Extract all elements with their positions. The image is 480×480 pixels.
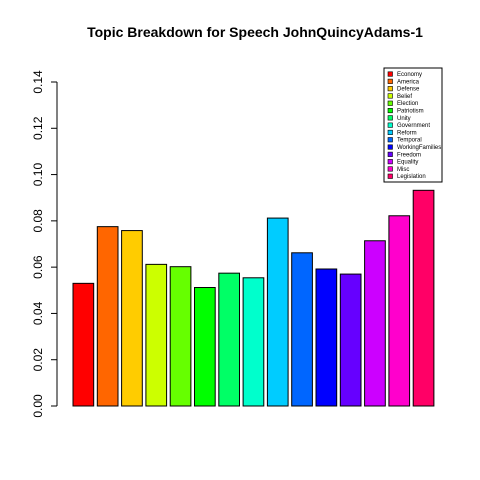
bar-patriotism <box>194 287 216 407</box>
legend-swatch <box>387 108 393 114</box>
bar-election <box>169 266 192 407</box>
legend-label: America <box>397 79 420 85</box>
legend-label: Economy <box>397 72 422 78</box>
bar-freedom <box>339 273 362 407</box>
bar-workingfamilies <box>315 268 338 407</box>
bar-equality <box>364 240 386 407</box>
bar-government <box>242 277 265 407</box>
legend-swatch <box>387 144 393 150</box>
legend-label: Defense <box>397 87 420 93</box>
legend-label: Government <box>397 123 430 129</box>
legend-swatch <box>387 86 393 92</box>
legend-swatch <box>387 151 393 157</box>
bars <box>72 189 435 407</box>
bar-defense <box>121 230 143 407</box>
legend-swatch <box>387 159 393 165</box>
legend-swatch <box>387 100 393 106</box>
bar-economy <box>72 282 95 407</box>
bar-unity <box>218 272 241 407</box>
y-tick-label: 0.00 <box>31 394 45 418</box>
bar-misc <box>388 215 411 407</box>
y-tick-label: 0.14 <box>31 70 45 94</box>
legend-swatch <box>387 122 393 128</box>
legend-label: Unity <box>397 116 411 122</box>
bar-temporal <box>291 252 313 407</box>
legend-swatch <box>387 71 393 77</box>
bar-belief <box>145 263 168 407</box>
y-tick-label: 0.02 <box>31 348 45 372</box>
legend-label: Reform <box>397 130 417 136</box>
legend-swatch <box>387 78 393 84</box>
legend-label: Patriotism <box>397 109 424 115</box>
legend-swatch <box>387 173 393 179</box>
y-tick-label: 0.06 <box>31 255 45 279</box>
y-tick-label: 0.08 <box>31 209 45 233</box>
y-tick-label: 0.10 <box>31 163 45 187</box>
legend-swatch <box>387 137 393 143</box>
legend-swatch <box>387 93 393 99</box>
legend-swatch <box>387 166 393 172</box>
legend-label: Misc <box>397 167 409 173</box>
y-tick-label: 0.12 <box>31 116 45 140</box>
legend-label: Legislation <box>397 174 426 180</box>
legend-label: Equality <box>397 160 418 166</box>
legend-label: Freedom <box>397 152 421 158</box>
bar-legislation <box>412 189 435 407</box>
legend-swatch <box>387 115 393 121</box>
legend-label: Belief <box>397 94 412 100</box>
chart-title: Topic Breakdown for Speech JohnQuincyAda… <box>87 24 423 40</box>
legend-label: Temporal <box>397 138 422 144</box>
legend-label: Election <box>397 101 418 107</box>
legend-label: WorkingFamilies <box>397 145 441 151</box>
bar-america <box>96 226 119 407</box>
legend-swatch <box>387 129 393 135</box>
y-tick-label: 0.04 <box>31 301 45 325</box>
y-axis: 0.00 0.02 0.04 0.06 0.08 0.10 0.12 0.14 <box>31 70 58 418</box>
bar-reform <box>266 217 289 407</box>
legend-box <box>383 67 443 183</box>
